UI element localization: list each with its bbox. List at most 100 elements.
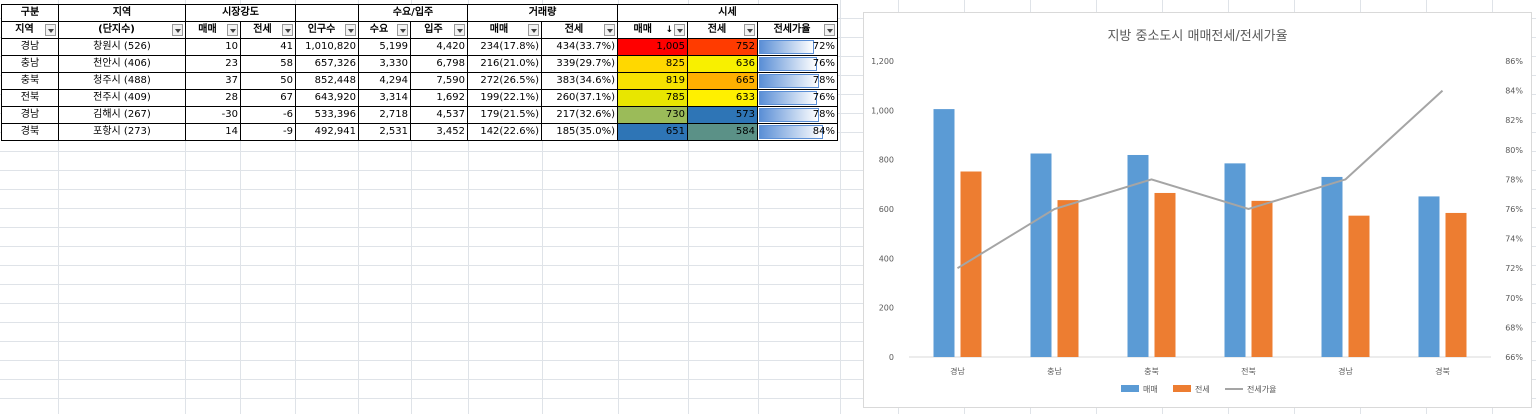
subheader-price-jeonse[interactable]: 전세 bbox=[687, 21, 758, 39]
filter-dropdown-icon[interactable] bbox=[528, 24, 539, 36]
cell-jeonse-ratio[interactable]: 76% bbox=[757, 89, 838, 107]
cell-city[interactable]: 포항시 (273) bbox=[58, 123, 186, 141]
cell-population[interactable]: 533,396 bbox=[295, 106, 359, 124]
cell-demand[interactable]: 3,330 bbox=[358, 55, 411, 73]
cell-population[interactable]: 1,010,820 bbox=[295, 38, 359, 56]
subheader-complex-count[interactable]: (단지수) bbox=[58, 21, 186, 39]
cell-strength-jeonse[interactable]: -9 bbox=[240, 123, 296, 141]
cell-volume-sale[interactable]: 142(22.6%) bbox=[467, 123, 542, 141]
cell-demand[interactable]: 2,718 bbox=[358, 106, 411, 124]
cell-strength-jeonse[interactable]: 41 bbox=[240, 38, 296, 56]
cell-city[interactable]: 청주시 (488) bbox=[58, 72, 186, 90]
cell-strength-sale[interactable]: 37 bbox=[185, 72, 241, 90]
cell-city[interactable]: 전주시 (409) bbox=[58, 89, 186, 107]
cell-population[interactable]: 643,920 bbox=[295, 89, 359, 107]
cell-demand[interactable]: 2,531 bbox=[358, 123, 411, 141]
cell-demand[interactable]: 4,294 bbox=[358, 72, 411, 90]
cell-jeonse-ratio[interactable]: 78% bbox=[757, 106, 838, 124]
filter-dropdown-icon[interactable] bbox=[824, 24, 835, 36]
sort-descending-filter-icon[interactable] bbox=[674, 24, 685, 36]
cell-population[interactable]: 657,326 bbox=[295, 55, 359, 73]
cell-city[interactable]: 창원시 (526) bbox=[58, 38, 186, 56]
cell-strength-sale[interactable]: 10 bbox=[185, 38, 241, 56]
subheader-population[interactable]: 인구수 bbox=[295, 21, 359, 39]
cell-volume-sale[interactable]: 179(21.5%) bbox=[467, 106, 542, 124]
filter-dropdown-icon[interactable] bbox=[454, 24, 465, 36]
cell-strength-sale[interactable]: 14 bbox=[185, 123, 241, 141]
cell-volume-jeonse[interactable]: 383(34.6%) bbox=[541, 72, 618, 90]
cell-volume-sale[interactable]: 272(26.5%) bbox=[467, 72, 542, 90]
cell-price-jeonse[interactable]: 633 bbox=[687, 89, 758, 107]
subheader-move-in[interactable]: 입주 bbox=[410, 21, 468, 39]
subheader-demand[interactable]: 수요 bbox=[358, 21, 411, 39]
cell-demand[interactable]: 3,314 bbox=[358, 89, 411, 107]
cell-price-jeonse[interactable]: 636 bbox=[687, 55, 758, 73]
cell-move-in[interactable]: 4,537 bbox=[410, 106, 468, 124]
cell-strength-jeonse[interactable]: 58 bbox=[240, 55, 296, 73]
cell-province[interactable]: 경남 bbox=[1, 38, 59, 56]
cell-price-sale[interactable]: 785 bbox=[617, 89, 688, 107]
cell-strength-sale[interactable]: 28 bbox=[185, 89, 241, 107]
cell-jeonse-ratio[interactable]: 72% bbox=[757, 38, 838, 56]
cell-price-jeonse[interactable]: 584 bbox=[687, 123, 758, 141]
filter-dropdown-icon[interactable] bbox=[227, 24, 238, 36]
subheader-price-sale[interactable]: 매매 ↓ bbox=[617, 21, 688, 39]
data-table[interactable]: 구분 지역 시장강도 수요/입주 거래량 시세 지역 (단지수) 매매 전세 인… bbox=[1, 4, 838, 141]
cell-volume-jeonse[interactable]: 217(32.6%) bbox=[541, 106, 618, 124]
subheader-strength-sale[interactable]: 매매 bbox=[185, 21, 241, 39]
cell-province[interactable]: 충북 bbox=[1, 72, 59, 90]
cell-province[interactable]: 충남 bbox=[1, 55, 59, 73]
cell-jeonse-ratio[interactable]: 76% bbox=[757, 55, 838, 73]
header-market-strength[interactable]: 시장강도 bbox=[185, 4, 296, 22]
header-price[interactable]: 시세 bbox=[617, 4, 838, 22]
filter-dropdown-icon[interactable] bbox=[282, 24, 293, 36]
filter-dropdown-icon[interactable] bbox=[345, 24, 356, 36]
cell-strength-sale[interactable]: 23 bbox=[185, 55, 241, 73]
combo-chart[interactable]: 지방 중소도시 매매전세/전세가율 0 200 400 600 800 1,000 1,200… bbox=[863, 12, 1532, 408]
cell-volume-jeonse[interactable]: 339(29.7%) bbox=[541, 55, 618, 73]
cell-move-in[interactable]: 1,692 bbox=[410, 89, 468, 107]
cell-price-sale[interactable]: 651 bbox=[617, 123, 688, 141]
cell-price-jeonse[interactable]: 573 bbox=[687, 106, 758, 124]
cell-volume-jeonse[interactable]: 434(33.7%) bbox=[541, 38, 618, 56]
cell-volume-jeonse[interactable]: 260(37.1%) bbox=[541, 89, 618, 107]
cell-population[interactable]: 492,941 bbox=[295, 123, 359, 141]
cell-volume-sale[interactable]: 234(17.8%) bbox=[467, 38, 542, 56]
filter-dropdown-icon[interactable] bbox=[45, 24, 56, 36]
cell-price-jeonse[interactable]: 752 bbox=[687, 38, 758, 56]
cell-price-sale[interactable]: 730 bbox=[617, 106, 688, 124]
cell-strength-jeonse[interactable]: -6 bbox=[240, 106, 296, 124]
cell-jeonse-ratio[interactable]: 84% bbox=[757, 123, 838, 141]
cell-volume-jeonse[interactable]: 185(35.0%) bbox=[541, 123, 618, 141]
cell-strength-sale[interactable]: -30 bbox=[185, 106, 241, 124]
cell-strength-jeonse[interactable]: 50 bbox=[240, 72, 296, 90]
header-category[interactable]: 구분 bbox=[1, 4, 59, 22]
cell-strength-jeonse[interactable]: 67 bbox=[240, 89, 296, 107]
header-volume[interactable]: 거래량 bbox=[467, 4, 618, 22]
cell-price-sale[interactable]: 1,005 bbox=[617, 38, 688, 56]
header-supply[interactable]: 수요/입주 bbox=[358, 4, 468, 22]
filter-dropdown-icon[interactable] bbox=[397, 24, 408, 36]
cell-price-sale[interactable]: 819 bbox=[617, 72, 688, 90]
cell-demand[interactable]: 5,199 bbox=[358, 38, 411, 56]
cell-move-in[interactable]: 3,452 bbox=[410, 123, 468, 141]
filter-dropdown-icon[interactable] bbox=[172, 24, 183, 36]
cell-volume-sale[interactable]: 216(21.0%) bbox=[467, 55, 542, 73]
cell-city[interactable]: 천안시 (406) bbox=[58, 55, 186, 73]
cell-move-in[interactable]: 6,798 bbox=[410, 55, 468, 73]
cell-volume-sale[interactable]: 199(22.1%) bbox=[467, 89, 542, 107]
subheader-volume-jeonse[interactable]: 전세 bbox=[541, 21, 618, 39]
filter-dropdown-icon[interactable] bbox=[744, 24, 755, 36]
cell-population[interactable]: 852,448 bbox=[295, 72, 359, 90]
subheader-volume-sale[interactable]: 매매 bbox=[467, 21, 542, 39]
cell-province[interactable]: 경북 bbox=[1, 123, 59, 141]
subheader-region-code[interactable]: 지역 bbox=[1, 21, 59, 39]
cell-jeonse-ratio[interactable]: 78% bbox=[757, 72, 838, 90]
header-blank[interactable] bbox=[295, 4, 359, 22]
cell-price-sale[interactable]: 825 bbox=[617, 55, 688, 73]
cell-province[interactable]: 경남 bbox=[1, 106, 59, 124]
cell-move-in[interactable]: 7,590 bbox=[410, 72, 468, 90]
subheader-strength-jeonse[interactable]: 전세 bbox=[240, 21, 296, 39]
cell-city[interactable]: 김해시 (267) bbox=[58, 106, 186, 124]
cell-move-in[interactable]: 4,420 bbox=[410, 38, 468, 56]
